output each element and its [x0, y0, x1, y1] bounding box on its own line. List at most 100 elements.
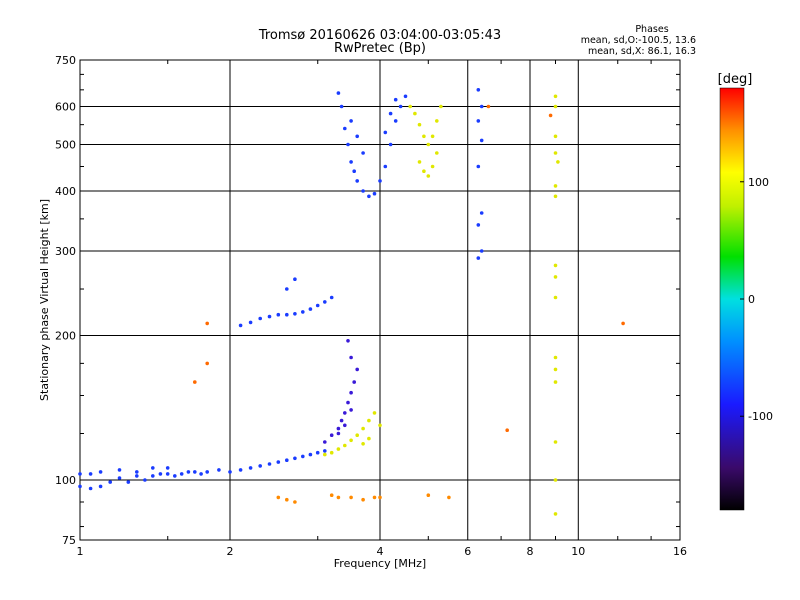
- data-point: [361, 426, 365, 431]
- data-point: [343, 423, 347, 428]
- chart-title: Tromsø 20160626 03:04:00-03:05:43: [258, 28, 501, 43]
- y-tick-label: 75: [62, 534, 76, 547]
- x-tick-labels: 1 2 4 6 8 10 16: [77, 545, 688, 558]
- data-point: [355, 134, 360, 139]
- data-point: [553, 380, 558, 384]
- data-point: [361, 497, 365, 502]
- data-point: [422, 169, 426, 173]
- data-point: [388, 111, 393, 116]
- data-point: [336, 426, 341, 431]
- data-point: [329, 433, 334, 438]
- y-tick-label: 200: [55, 330, 76, 343]
- data-point: [553, 104, 558, 109]
- data-point: [361, 442, 365, 446]
- data-point: [267, 314, 272, 319]
- x-tick-label: 8: [527, 545, 534, 558]
- data-point: [323, 449, 327, 453]
- data-point: [117, 468, 122, 472]
- data-point: [186, 470, 191, 474]
- data-point: [205, 470, 209, 474]
- data-point: [88, 486, 93, 491]
- data-point: [426, 493, 431, 498]
- colorbar-tick-label: 0: [748, 293, 755, 306]
- data-point: [346, 142, 350, 147]
- data-point: [476, 256, 481, 260]
- data-point: [383, 164, 388, 169]
- data-point: [553, 440, 558, 444]
- data-point: [553, 367, 558, 372]
- data-point: [267, 462, 272, 466]
- data-point: [315, 450, 320, 455]
- y-axis-label: Stationary phase Virtual Height [km]: [38, 199, 51, 401]
- data-point: [346, 339, 350, 343]
- data-point: [258, 316, 263, 321]
- data-point: [476, 223, 481, 227]
- data-point: [355, 179, 360, 183]
- data-point: [476, 164, 481, 169]
- data-point: [98, 470, 103, 474]
- data-point: [217, 468, 221, 472]
- data-point: [553, 184, 558, 188]
- data-point: [426, 174, 431, 178]
- data-point: [343, 126, 347, 131]
- data-point: [248, 466, 253, 470]
- data-point: [179, 472, 184, 476]
- data-point: [553, 355, 558, 360]
- data-point: [383, 130, 388, 135]
- data-point: [479, 138, 484, 143]
- data-point: [339, 418, 344, 423]
- data-point: [349, 355, 353, 360]
- data-point: [352, 169, 357, 173]
- data-point: [293, 500, 297, 504]
- data-point: [228, 470, 232, 474]
- data-point: [323, 300, 327, 304]
- data-point: [361, 189, 365, 193]
- data-point: [349, 495, 353, 500]
- data-point: [165, 466, 170, 470]
- data-point: [556, 160, 560, 164]
- data-point: [505, 428, 510, 433]
- data-point: [126, 480, 131, 484]
- x-tick-label: 6: [464, 545, 471, 558]
- data-point: [553, 194, 558, 199]
- y-tick-label: 300: [55, 245, 76, 258]
- colorbar-ticks: 100 0 -100: [740, 176, 773, 423]
- data-point: [553, 151, 558, 155]
- y-tick-label: 500: [55, 139, 76, 152]
- data-point: [293, 312, 297, 316]
- data-point: [323, 452, 327, 457]
- data-point: [476, 119, 481, 123]
- colorbar-label: [deg]: [718, 72, 753, 87]
- data-point: [479, 104, 484, 109]
- data-point: [361, 151, 365, 155]
- data-point: [486, 104, 491, 109]
- data-point: [193, 470, 197, 474]
- data-point: [479, 249, 484, 253]
- data-point: [276, 312, 281, 317]
- data-point: [285, 312, 289, 317]
- data-point: [430, 164, 435, 169]
- data-point: [367, 418, 371, 423]
- data-point: [98, 484, 103, 489]
- data-point: [378, 179, 382, 183]
- colorbar-tick-label: -100: [748, 410, 773, 423]
- data-point: [553, 134, 558, 139]
- data-point: [476, 88, 481, 92]
- data-point: [349, 408, 353, 412]
- data-point: [355, 433, 360, 438]
- data-point: [346, 400, 350, 405]
- data-point: [329, 450, 334, 455]
- data-point: [349, 390, 353, 395]
- data-point: [426, 142, 431, 147]
- data-point: [193, 380, 197, 384]
- data-point: [199, 472, 203, 476]
- data-point: [301, 454, 305, 459]
- data-point: [447, 495, 451, 500]
- stats-o-mode: mean, sd,O:-100.5, 13.6: [581, 35, 696, 46]
- data-point: [378, 423, 382, 428]
- data-point: [430, 134, 435, 139]
- data-point: [439, 104, 443, 109]
- data-point: [336, 447, 341, 451]
- data-point: [548, 113, 553, 118]
